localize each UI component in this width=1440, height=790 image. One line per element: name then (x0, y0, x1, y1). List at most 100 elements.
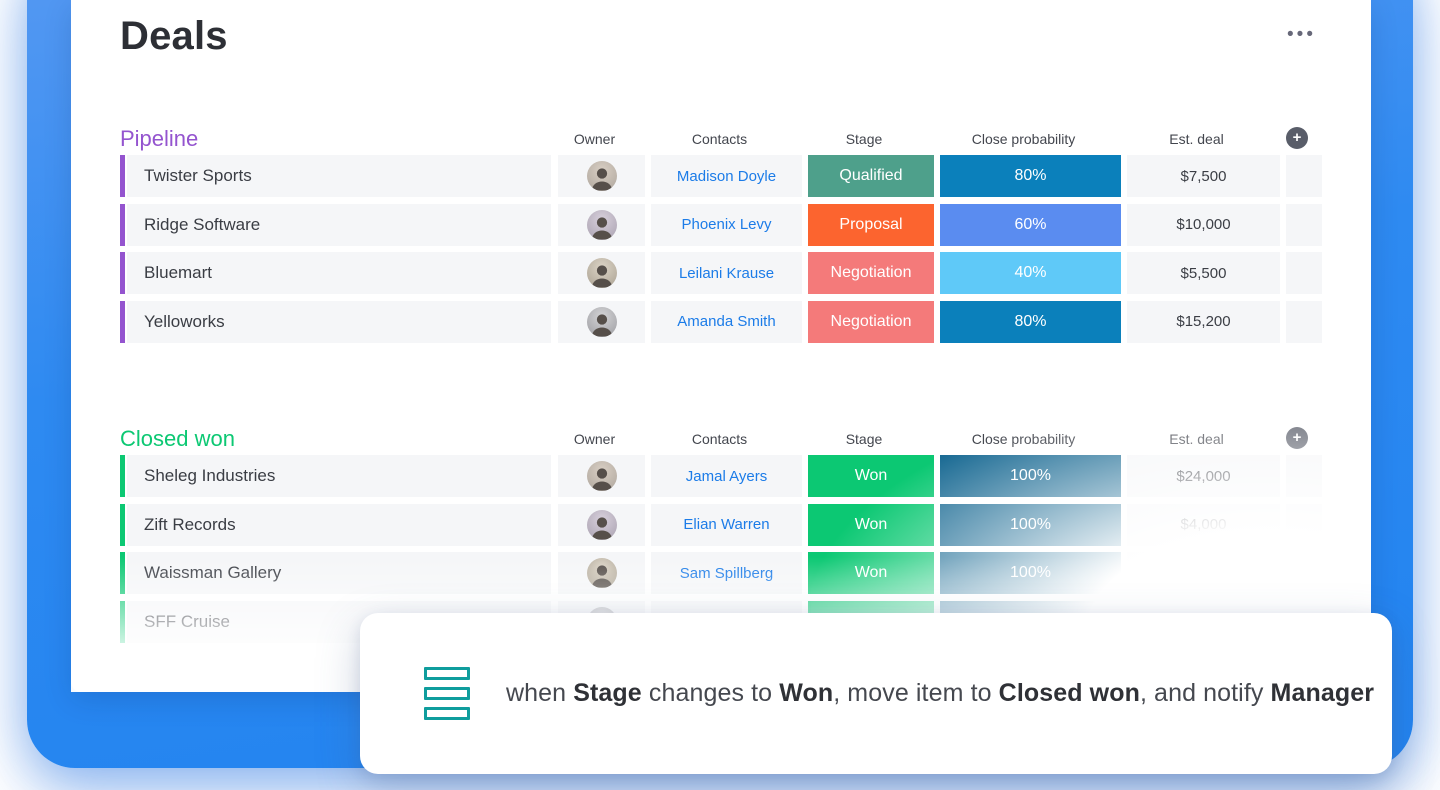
group-header: Closed won Owner Contacts Stage Close pr… (120, 418, 1322, 455)
person-icon (591, 516, 612, 539)
column-header-stage[interactable]: Stage (845, 431, 883, 447)
column-header-est-deal[interactable]: Est. deal (1169, 131, 1224, 147)
contact-link[interactable]: Jamal Ayers (651, 455, 802, 497)
owner-cell[interactable] (558, 203, 645, 246)
group-color-bar (120, 252, 125, 294)
item-name-cell[interactable]: Yelloworks (127, 300, 551, 343)
est-deal-value[interactable]: $4,000 (1127, 503, 1280, 546)
probability-bar[interactable]: 100% (940, 503, 1121, 546)
add-column-icon[interactable]: + (1286, 427, 1308, 449)
column-header-owner[interactable]: Owner (573, 131, 616, 147)
board-group: Pipeline Owner Contacts Stage Close prob… (120, 118, 1322, 349)
column-header-close-probability[interactable]: Close probability (971, 431, 1076, 447)
owner-cell[interactable] (558, 252, 645, 294)
table-row: Twister Sports Madison Doyle Qualified 8… (120, 155, 1322, 197)
owner-avatar[interactable] (586, 306, 617, 337)
group-color-bar (120, 455, 125, 497)
owner-cell[interactable] (558, 155, 645, 197)
owner-avatar[interactable] (586, 509, 617, 540)
row-extra-cell (1286, 552, 1322, 594)
owner-avatar[interactable] (586, 461, 617, 491)
stage-label[interactable]: Proposal (808, 203, 934, 246)
person-icon (591, 468, 612, 491)
person-icon (591, 565, 612, 588)
row-extra-cell (1286, 455, 1322, 497)
owner-cell[interactable] (558, 503, 645, 546)
stage-label[interactable]: Negotiation (808, 300, 934, 343)
owner-cell[interactable] (558, 300, 645, 343)
probability-bar[interactable]: 80% (940, 300, 1121, 343)
group-color-bar (120, 300, 125, 343)
probability-bar[interactable]: 40% (940, 252, 1121, 294)
row-extra-cell (1286, 252, 1322, 294)
group-rows: Twister Sports Madison Doyle Qualified 8… (120, 155, 1322, 343)
group-title[interactable]: Pipeline (120, 126, 199, 151)
contact-link[interactable]: Madison Doyle (651, 155, 802, 197)
group-title[interactable]: Closed won (120, 426, 235, 451)
stage-label[interactable]: Negotiation (808, 252, 934, 294)
probability-bar[interactable]: 100% (940, 455, 1121, 497)
group-color-bar (120, 155, 125, 197)
column-header-close-probability[interactable]: Close probability (971, 131, 1076, 147)
item-name-cell[interactable]: Waissman Gallery (127, 552, 551, 594)
stage-label[interactable]: Qualified (808, 155, 934, 197)
contact-link[interactable]: Amanda Smith (651, 300, 802, 343)
est-deal-value[interactable]: $18,100 (1127, 552, 1280, 594)
probability-bar[interactable]: 100% (940, 552, 1121, 594)
person-icon (591, 265, 612, 288)
board-menu-icon[interactable]: ••• (1287, 24, 1316, 45)
contact-link[interactable]: Phoenix Levy (651, 203, 802, 246)
board-card: Deals ••• Pipeline Owner Contacts Stage … (71, 0, 1371, 692)
stage-label[interactable]: Won (808, 503, 934, 546)
column-header-est-deal[interactable]: Est. deal (1169, 431, 1224, 447)
row-extra-cell (1286, 300, 1322, 343)
table-row: Yelloworks Amanda Smith Negotiation 80% … (120, 300, 1322, 343)
item-name-cell[interactable]: Sheleg Industries (127, 455, 551, 497)
column-header-stage[interactable]: Stage (845, 131, 883, 147)
person-icon (591, 168, 612, 191)
person-icon (591, 216, 612, 239)
stage-label[interactable]: Won (808, 552, 934, 594)
automation-banner: when Stage changes to Won, move item to … (360, 613, 1392, 774)
owner-avatar[interactable] (586, 558, 617, 588)
page-title: Deals (120, 14, 228, 58)
add-column-cell: + (1279, 127, 1315, 155)
item-name-cell[interactable]: Bluemart (127, 252, 551, 294)
owner-cell[interactable] (558, 455, 645, 497)
group-color-bar (120, 203, 125, 246)
owner-avatar[interactable] (586, 161, 617, 191)
table-row: Ridge Software Phoenix Levy Proposal 60%… (120, 203, 1322, 246)
group-color-bar (120, 503, 125, 546)
est-deal-value[interactable]: $5,500 (1127, 252, 1280, 294)
add-column-icon[interactable]: + (1286, 127, 1308, 149)
group-rows-icon (424, 667, 470, 720)
probability-bar[interactable]: 80% (940, 155, 1121, 197)
contact-link[interactable]: Sam Spillberg (651, 552, 802, 594)
table-row: Zift Records Elian Warren Won 100% $4,00… (120, 503, 1322, 546)
column-header-contacts[interactable]: Contacts (691, 131, 748, 147)
owner-cell[interactable] (558, 552, 645, 594)
add-column-cell: + (1279, 427, 1315, 455)
owner-avatar[interactable] (586, 258, 617, 288)
est-deal-value[interactable]: $10,000 (1127, 203, 1280, 246)
contact-link[interactable]: Leilani Krause (651, 252, 802, 294)
table-row: Waissman Gallery Sam Spillberg Won 100% … (120, 552, 1322, 594)
column-header-owner[interactable]: Owner (573, 431, 616, 447)
row-extra-cell (1286, 155, 1322, 197)
item-name-cell[interactable]: Ridge Software (127, 203, 551, 246)
group-color-bar (120, 552, 125, 594)
contact-link[interactable]: Elian Warren (651, 503, 802, 546)
owner-avatar[interactable] (586, 209, 617, 240)
column-header-contacts[interactable]: Contacts (691, 431, 748, 447)
row-extra-cell (1286, 203, 1322, 246)
item-name-cell[interactable]: Twister Sports (127, 155, 551, 197)
group-header: Pipeline Owner Contacts Stage Close prob… (120, 118, 1322, 155)
person-icon (591, 313, 612, 336)
probability-bar[interactable]: 60% (940, 203, 1121, 246)
stage-label[interactable]: Won (808, 455, 934, 497)
est-deal-value[interactable]: $24,000 (1127, 455, 1280, 497)
item-name-cell[interactable]: Zift Records (127, 503, 551, 546)
est-deal-value[interactable]: $15,200 (1127, 300, 1280, 343)
est-deal-value[interactable]: $7,500 (1127, 155, 1280, 197)
